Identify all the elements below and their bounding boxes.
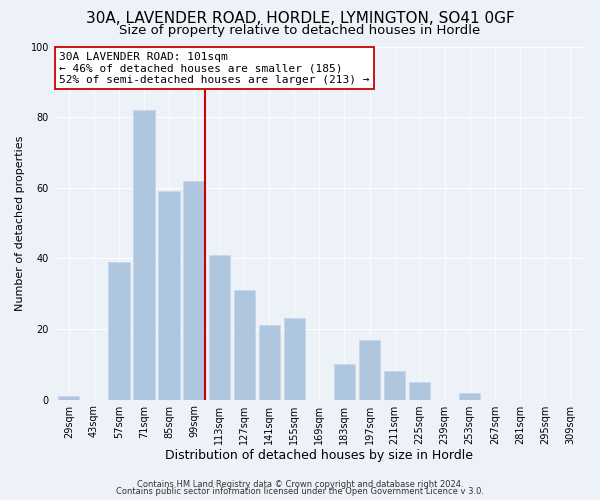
Y-axis label: Number of detached properties: Number of detached properties [15,136,25,310]
Bar [384,372,405,400]
Bar [108,262,130,400]
Bar [359,340,380,400]
Bar [184,180,205,400]
Bar [209,255,230,400]
Text: Size of property relative to detached houses in Hordle: Size of property relative to detached ho… [119,24,481,37]
Bar [409,382,430,400]
Bar [459,392,481,400]
Text: 30A LAVENDER ROAD: 101sqm
← 46% of detached houses are smaller (185)
52% of semi: 30A LAVENDER ROAD: 101sqm ← 46% of detac… [59,52,370,85]
Text: Contains public sector information licensed under the Open Government Licence v : Contains public sector information licen… [116,487,484,496]
Text: Contains HM Land Registry data © Crown copyright and database right 2024.: Contains HM Land Registry data © Crown c… [137,480,463,489]
Text: 30A, LAVENDER ROAD, HORDLE, LYMINGTON, SO41 0GF: 30A, LAVENDER ROAD, HORDLE, LYMINGTON, S… [86,11,514,26]
Bar [259,326,280,400]
Bar [233,290,255,400]
Bar [133,110,155,400]
Bar [158,192,180,400]
Bar [334,364,355,400]
X-axis label: Distribution of detached houses by size in Hordle: Distribution of detached houses by size … [166,450,473,462]
Bar [58,396,79,400]
Bar [284,318,305,400]
